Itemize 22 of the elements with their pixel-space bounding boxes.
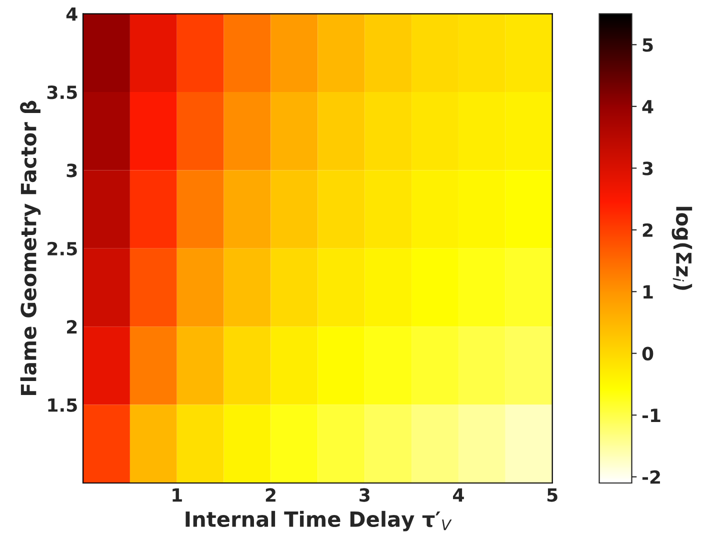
x-tick-label: 1 [172,488,182,502]
color-bar-title: log(Σz$_{i}$) [672,206,692,290]
y-tick-label: 3 [66,164,77,178]
color-bar-label: 4 [642,100,654,114]
y-tick-label: 2.5 [48,242,77,256]
y-tick-label: 2 [67,320,77,334]
y-tick-label: 3.5 [47,85,77,100]
color-bar-label: 5 [642,38,653,52]
color-bar-label: 1 [644,285,653,298]
color-bar-label: 0 [642,346,654,360]
color-bar-label: 2 [642,223,652,237]
y-tick-label: 4 [66,7,78,21]
color-bar-label: 3 [642,162,653,176]
color-bar-label: -2 [642,470,660,484]
color-bar-label: -1 [642,408,660,422]
x-tick-label: 5 [547,488,558,502]
x-tick-label: 3 [360,488,370,502]
x-tick-label: 4 [453,488,464,502]
y-tick-label: 1.5 [48,398,77,412]
x-tick-label: 2 [266,488,276,502]
y-axis-title: Flame Geometry Factor β [20,100,41,396]
x-axis-title: Internal Time Delay τ′$_{V}$ [186,510,452,532]
